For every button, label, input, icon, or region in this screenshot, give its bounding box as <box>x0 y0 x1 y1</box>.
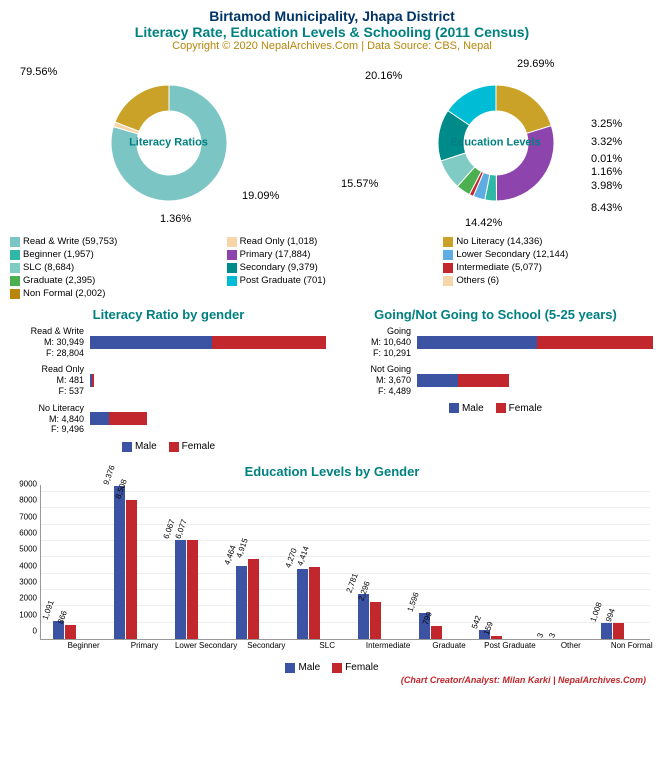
pct-label: 3.98% <box>591 180 622 192</box>
grouped-bar-chart: 0100020003000400050006000700080009000 1,… <box>10 485 654 660</box>
legend-item: Intermediate (5,077) <box>443 262 654 273</box>
hbar2-title: Going/Not Going to School (5-25 years) <box>337 307 654 322</box>
hbar-row: GoingM: 10,640F: 10,291 <box>337 326 654 358</box>
legend-item: Post Graduate (701) <box>227 275 438 286</box>
pct-label: 29.69% <box>517 58 554 70</box>
copyright: Copyright © 2020 NepalArchives.Com | Dat… <box>10 40 654 52</box>
donut-center-label: Literacy Ratios <box>129 136 208 149</box>
legend-item: Lower Secondary (12,144) <box>443 249 654 260</box>
pct-label: 0.01% <box>591 153 622 165</box>
subtitle: Literacy Rate, Education Levels & School… <box>10 24 654 40</box>
legend-item: Secondary (9,379) <box>227 262 438 273</box>
hbar-row: Read & WriteM: 30,949F: 28,804 <box>10 326 327 358</box>
footer-credit: (Chart Creator/Analyst: Milan Karki | Ne… <box>10 675 654 685</box>
pct-label: 79.56% <box>20 66 57 78</box>
hbar1-title: Literacy Ratio by gender <box>10 307 327 322</box>
pct-label: 1.16% <box>591 166 622 178</box>
legend-item: Graduate (2,395) <box>10 275 221 286</box>
legend-item: Beginner (1,957) <box>10 249 221 260</box>
legend-item: Primary (17,884) <box>227 249 438 260</box>
legend-item: No Literacy (14,336) <box>443 236 654 247</box>
pct-label: 3.32% <box>591 136 622 148</box>
hbar-row: Not GoingM: 3,670F: 4,489 <box>337 364 654 396</box>
donut-education: Education Levels 20.16% 29.69% 3.25% 3.32% 0.… <box>337 58 654 228</box>
legend-item: Read & Write (59,753) <box>10 236 221 247</box>
pct-label: 14.42% <box>465 217 502 229</box>
title: Birtamod Municipality, Jhapa District <box>10 8 654 24</box>
pct-label: 15.57% <box>341 178 378 190</box>
hbar-literacy: Literacy Ratio by gender Read & WriteM: … <box>10 307 327 456</box>
header: Birtamod Municipality, Jhapa District Li… <box>10 8 654 52</box>
hbar-row: Read OnlyM: 481F: 537 <box>10 364 327 396</box>
legend: Read & Write (59,753) Read Only (1,018) No… <box>10 236 654 299</box>
pct-label: 8.43% <box>591 202 622 214</box>
pct-label: 3.25% <box>591 118 622 130</box>
hbar-schooling: Going/Not Going to School (5-25 years) G… <box>337 307 654 456</box>
donut-center-label: Education Levels <box>450 136 540 149</box>
legend-item: Non Formal (2,002) <box>10 288 221 299</box>
legend-item: Read Only (1,018) <box>227 236 438 247</box>
legend-item: SLC (8,684) <box>10 262 221 273</box>
legend-item: Others (6) <box>443 275 654 286</box>
donut-literacy: Literacy Ratios 79.56% 1.36% 19.09% <box>10 58 327 228</box>
pct-label: 20.16% <box>365 70 402 82</box>
hbar-row: No LiteracyM: 4,840F: 9,496 <box>10 403 327 435</box>
pct-label: 19.09% <box>242 190 279 202</box>
pct-label: 1.36% <box>160 213 191 225</box>
